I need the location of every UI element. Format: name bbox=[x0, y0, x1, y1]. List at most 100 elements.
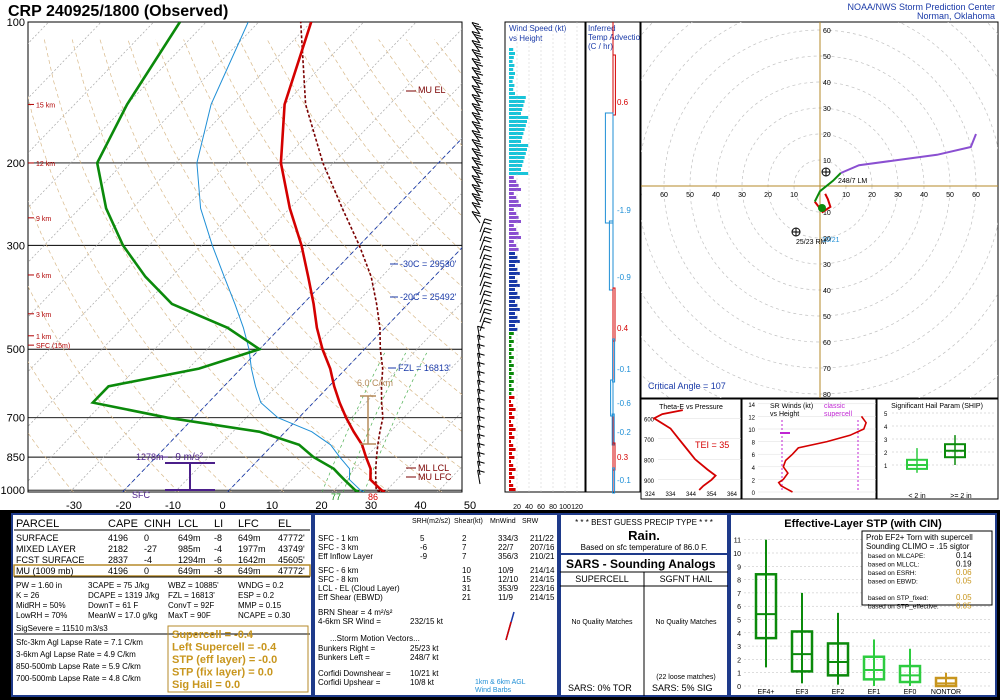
wind-speed-bar bbox=[509, 248, 519, 251]
wind-speed-bar bbox=[509, 176, 514, 179]
stp-y-tick: 6 bbox=[737, 604, 741, 611]
hodograph-ring-label-up: 40 bbox=[823, 80, 831, 87]
wind-barb-flag bbox=[484, 308, 492, 312]
wind-barb-flag bbox=[475, 99, 484, 103]
sr-winds-height-tick: 10 bbox=[748, 428, 755, 434]
kinematic-header: Shear(kt) bbox=[454, 518, 483, 525]
wind-speed-bar bbox=[509, 76, 514, 79]
temp-advection-bar bbox=[612, 442, 616, 471]
wind-speed-bar bbox=[509, 336, 512, 339]
wind-barb-flag bbox=[473, 60, 482, 64]
temp-advection-title-2: Temp Advection bbox=[588, 33, 644, 42]
thermo-cell: MeanW = 17.0 g/kg bbox=[88, 611, 158, 620]
wind-barb bbox=[477, 325, 485, 341]
corfidi-down-value: 10/21 kt bbox=[410, 669, 439, 678]
wind-barb-staff bbox=[477, 407, 481, 422]
wind-barb bbox=[471, 76, 484, 89]
dry-adiabat bbox=[28, 361, 127, 492]
wind-barb bbox=[471, 67, 484, 80]
parcel-trace bbox=[299, 22, 386, 492]
wind-barb-flag bbox=[483, 230, 491, 234]
wind-barb bbox=[479, 218, 492, 233]
wind-speed-bar bbox=[509, 244, 517, 247]
wind-barb-flag bbox=[475, 135, 484, 139]
hodograph-ring-label-down: 50 bbox=[823, 314, 831, 321]
sfc-label: SFC bbox=[132, 490, 151, 500]
theta-e-trace bbox=[652, 409, 717, 491]
wind-barb-flag bbox=[473, 159, 482, 163]
kinematic-cell: LCL - EL (Cloud Layer) bbox=[318, 584, 400, 593]
wind-barb bbox=[477, 442, 485, 458]
temp-advection-value: -0.2 bbox=[617, 428, 631, 437]
wind-speed-bar bbox=[509, 412, 512, 415]
stp-box bbox=[898, 664, 922, 684]
wind-barb bbox=[471, 103, 484, 116]
wind-barb-flag bbox=[475, 27, 484, 31]
isotherm-line bbox=[28, 22, 312, 318]
composite-box bbox=[167, 625, 309, 693]
hodograph-grid: 70 60 50 40 30 20 10 10 20 30 40 50 60 10 10 20 20 30 30 40… bbox=[641, 22, 998, 399]
wind-barb-flag bbox=[484, 290, 492, 294]
wind-speed-bar bbox=[509, 72, 515, 75]
wind-speed-bar bbox=[509, 484, 514, 487]
parcel-cell: 649m bbox=[178, 566, 201, 576]
kinematic-cell: Eff Shear (EBWD) bbox=[318, 593, 383, 602]
dry-adiabat bbox=[155, 39, 462, 432]
parcel-cell: 0 bbox=[144, 566, 149, 576]
wind-barb-staff bbox=[477, 380, 481, 395]
ship-inset: Significant Hail Param (SHIP) 5 4 3 2 1 < 2 … bbox=[876, 398, 999, 500]
wind-barb-flag bbox=[477, 424, 485, 428]
temp-advection-value: -0.1 bbox=[617, 365, 631, 374]
wind-barb-flag bbox=[475, 108, 484, 112]
dry-adiabat bbox=[28, 200, 232, 492]
wind-barb-flag bbox=[477, 334, 485, 338]
thermo-cell: MMP = 0.15 bbox=[238, 601, 282, 610]
wind-barb-flag bbox=[484, 317, 492, 321]
skewt-grid bbox=[28, 22, 462, 492]
barb-note-2: Wind Barbs bbox=[475, 687, 512, 694]
bunkers-right-label: Bunkers Right = bbox=[318, 644, 375, 653]
thermo-cell: DCAPE = 1319 J/kg bbox=[88, 591, 159, 600]
wind-speed-bar bbox=[509, 284, 520, 287]
wind-barb-flag bbox=[473, 42, 482, 46]
wind-barb bbox=[477, 415, 485, 431]
wind-barb-staff bbox=[479, 299, 486, 314]
wind-speed-bar bbox=[509, 164, 523, 167]
sars-col-hail: SGFNT HAIL bbox=[660, 574, 713, 584]
parcel-table-frame bbox=[11, 513, 313, 697]
hodograph-ring-label-down: 80 bbox=[823, 392, 831, 399]
temp-advection-title: Inferred bbox=[588, 24, 616, 33]
wind-speed-bar bbox=[509, 428, 516, 431]
bunkers-right-value: 25/23 kt bbox=[410, 644, 439, 653]
wind-barb-flag bbox=[471, 49, 480, 53]
wind-speed-bar bbox=[509, 444, 514, 447]
wetbulb-trace bbox=[196, 22, 365, 492]
kinematic-cell: 15 bbox=[462, 575, 471, 584]
pressure-tick-label: 700 bbox=[7, 413, 25, 425]
isotherm-line bbox=[332, 356, 462, 492]
temp-advection-value: 0.6 bbox=[617, 98, 629, 107]
kinematic-cell: 7 bbox=[462, 552, 467, 561]
parcel-cell: -6 bbox=[214, 555, 222, 565]
m20c-label: -20C = 25492' bbox=[400, 292, 457, 302]
hodograph-x-tick: 30 bbox=[894, 192, 902, 199]
stp-y-tick: 11 bbox=[734, 538, 741, 545]
wind-barb bbox=[477, 388, 485, 404]
wind-barb-flag bbox=[475, 153, 484, 157]
hodograph-x-tick: 40 bbox=[920, 192, 928, 199]
kinematic-cell: 5 bbox=[420, 534, 425, 543]
corfidi-up-value: 10/8 kt bbox=[410, 678, 435, 687]
kinematic-cell: SFC - 3 km bbox=[318, 543, 359, 552]
wind-barb-staff bbox=[471, 202, 481, 215]
wind-speed-profile: Wind Speed (kt) vs Height 20 40 60 80 100 120 bbox=[504, 21, 586, 511]
wind-speed-bar bbox=[509, 208, 514, 211]
wind-speed-bar bbox=[509, 364, 514, 367]
wind-barb-flag bbox=[484, 236, 492, 240]
wind-speed-bar bbox=[509, 316, 518, 319]
wind-barb-flag bbox=[477, 469, 485, 473]
wind-speed-bar bbox=[509, 460, 511, 463]
wind-speed-bar bbox=[509, 464, 514, 467]
kinematic-cell: 214/15 bbox=[530, 575, 555, 584]
wind-speed-bar bbox=[509, 432, 512, 435]
wind-speed-bar bbox=[509, 220, 521, 223]
